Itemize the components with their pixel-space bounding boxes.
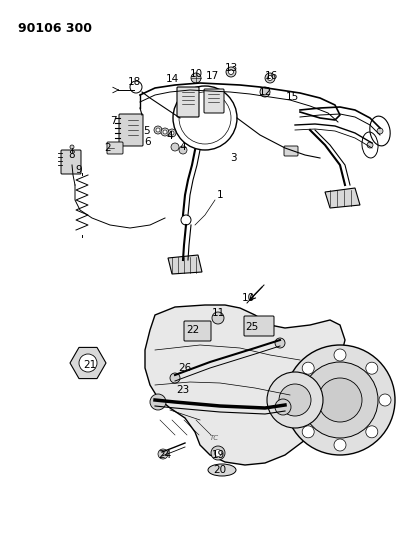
- Text: 25: 25: [245, 322, 259, 332]
- Text: 7: 7: [110, 116, 117, 126]
- Circle shape: [191, 73, 201, 83]
- Circle shape: [265, 73, 275, 83]
- Text: 16: 16: [265, 71, 278, 81]
- Polygon shape: [325, 188, 360, 208]
- Circle shape: [318, 378, 362, 422]
- Circle shape: [170, 131, 174, 135]
- Text: 4: 4: [167, 131, 173, 141]
- Text: 2: 2: [105, 143, 111, 153]
- Polygon shape: [145, 305, 345, 465]
- Ellipse shape: [208, 464, 236, 476]
- Text: 21: 21: [83, 360, 97, 370]
- Circle shape: [179, 146, 187, 154]
- Text: 5: 5: [144, 126, 150, 136]
- Circle shape: [302, 426, 314, 438]
- Circle shape: [302, 362, 378, 438]
- Circle shape: [158, 449, 168, 459]
- Text: 17: 17: [205, 71, 219, 81]
- Text: 9: 9: [76, 165, 82, 175]
- Circle shape: [366, 362, 378, 374]
- FancyBboxPatch shape: [177, 87, 199, 117]
- Circle shape: [215, 449, 221, 456]
- Circle shape: [302, 362, 314, 374]
- FancyBboxPatch shape: [107, 142, 123, 154]
- Text: 15: 15: [285, 92, 298, 102]
- Text: 18: 18: [127, 77, 140, 87]
- Circle shape: [379, 394, 391, 406]
- Circle shape: [168, 129, 176, 137]
- Circle shape: [275, 338, 285, 348]
- Circle shape: [163, 130, 167, 134]
- Text: 12: 12: [259, 87, 272, 97]
- FancyBboxPatch shape: [184, 321, 211, 341]
- Text: 14: 14: [165, 74, 179, 84]
- FancyBboxPatch shape: [61, 150, 81, 174]
- Circle shape: [267, 372, 323, 428]
- Text: 23: 23: [176, 385, 190, 395]
- FancyBboxPatch shape: [119, 114, 143, 146]
- Circle shape: [79, 354, 97, 372]
- Text: 90106 300: 90106 300: [18, 22, 92, 35]
- Polygon shape: [168, 255, 202, 274]
- Circle shape: [156, 128, 160, 132]
- Text: TC: TC: [210, 435, 219, 441]
- Text: 1: 1: [217, 190, 223, 200]
- Circle shape: [275, 399, 291, 415]
- Circle shape: [150, 394, 166, 410]
- Circle shape: [334, 349, 346, 361]
- Text: 10: 10: [241, 293, 255, 303]
- Circle shape: [212, 312, 224, 324]
- Text: 13: 13: [224, 63, 238, 73]
- Circle shape: [334, 439, 346, 451]
- Circle shape: [366, 426, 378, 438]
- Circle shape: [267, 76, 273, 80]
- Circle shape: [279, 384, 311, 416]
- Circle shape: [154, 126, 162, 134]
- Circle shape: [229, 69, 233, 75]
- Text: 22: 22: [186, 325, 200, 335]
- Circle shape: [377, 128, 383, 134]
- Text: 24: 24: [158, 450, 172, 460]
- Circle shape: [367, 142, 373, 148]
- Circle shape: [260, 87, 270, 97]
- Text: 19: 19: [211, 450, 225, 460]
- FancyBboxPatch shape: [244, 316, 274, 336]
- Circle shape: [171, 143, 179, 151]
- Text: 11: 11: [211, 308, 225, 318]
- Text: 8: 8: [69, 150, 75, 160]
- Circle shape: [170, 373, 180, 383]
- Text: 3: 3: [230, 153, 236, 163]
- Text: 6: 6: [145, 137, 151, 147]
- Circle shape: [161, 128, 169, 136]
- Text: 20: 20: [213, 465, 227, 475]
- Circle shape: [226, 67, 236, 77]
- Circle shape: [289, 394, 301, 406]
- FancyBboxPatch shape: [204, 89, 224, 113]
- Text: 10: 10: [190, 69, 203, 79]
- Circle shape: [211, 446, 225, 460]
- Text: 26: 26: [178, 363, 192, 373]
- Text: 4: 4: [180, 142, 186, 152]
- FancyBboxPatch shape: [284, 146, 298, 156]
- Circle shape: [70, 145, 74, 149]
- Circle shape: [285, 345, 395, 455]
